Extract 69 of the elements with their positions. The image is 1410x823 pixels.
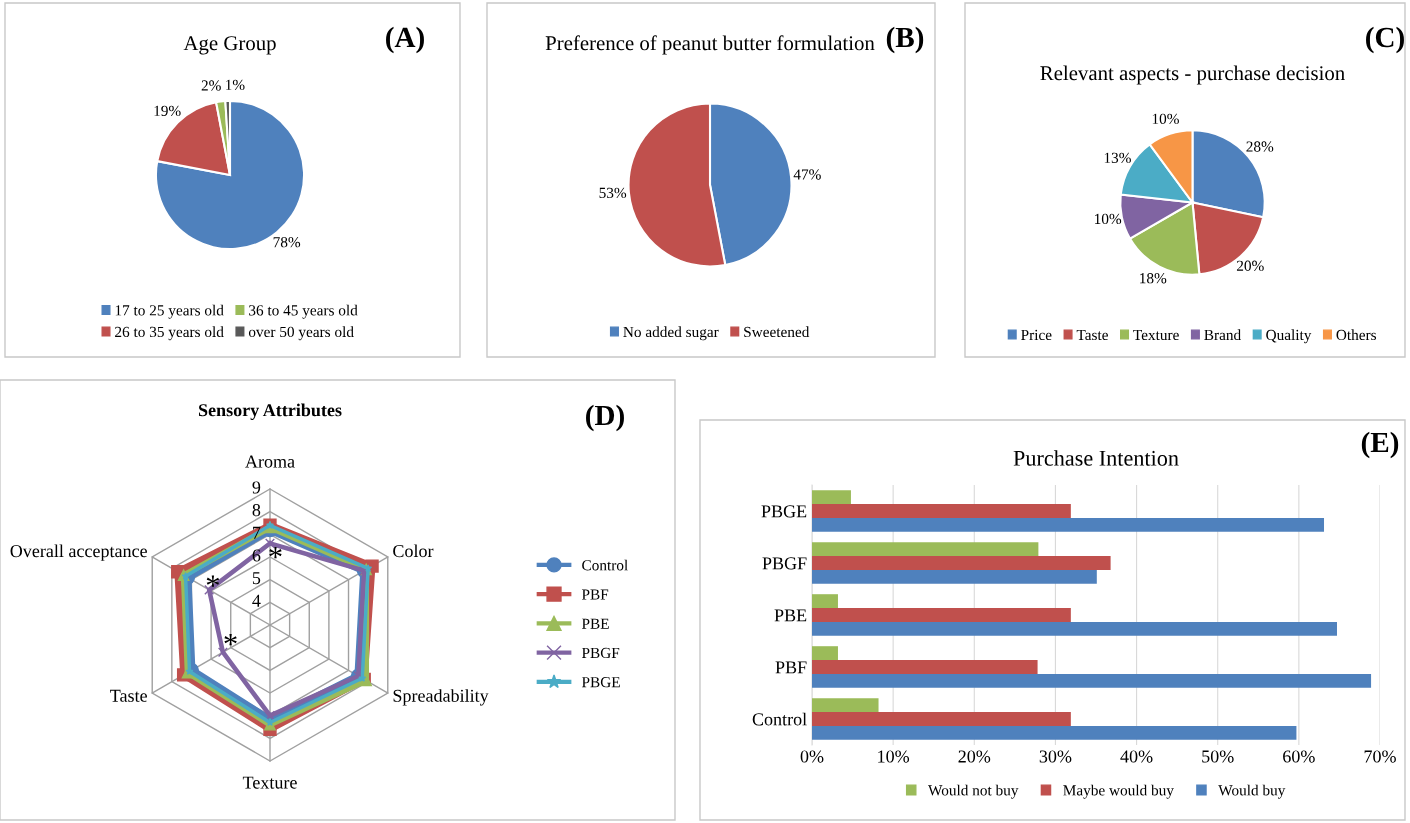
x-tick-label: 60%	[1283, 750, 1315, 763]
spoke-label: Taste	[110, 689, 147, 702]
spoke-label: Color	[393, 544, 434, 558]
data-label: 47%	[793, 169, 821, 180]
legend-label: Price	[1021, 329, 1052, 341]
legend-label: Quality	[1266, 329, 1312, 344]
text: (D)	[586, 404, 624, 432]
x-tick-label: 20%	[958, 750, 991, 763]
legend-label: Texture	[1133, 329, 1179, 341]
spoke-label: Overall acceptance	[10, 544, 147, 561]
data-label: 19%	[154, 105, 181, 117]
spoke-label: Texture	[242, 776, 297, 789]
y-tick-label: PBGE	[761, 505, 807, 518]
y-tick-label: 5	[252, 572, 261, 585]
y-tick-label: 8	[252, 504, 261, 517]
legend-label: over 50 years old	[248, 326, 354, 341]
legend-label: PBE	[581, 618, 609, 629]
text: *	[269, 547, 282, 559]
text: (B)	[886, 26, 924, 54]
text: (A)	[386, 26, 424, 54]
text: (C)	[1366, 26, 1404, 54]
legend-label: Control	[582, 559, 628, 571]
chart-title: Age Group	[183, 36, 276, 55]
y-tick-label: 7	[253, 526, 261, 539]
data-label: 78%	[273, 237, 301, 248]
legend-label: 36 to 45 years old	[249, 304, 358, 319]
y-tick-label: 4	[252, 594, 261, 607]
data-label: 18%	[1140, 273, 1167, 284]
data-label: 2%	[201, 80, 221, 91]
y-tick-label: PBGF	[762, 557, 807, 570]
legend-label: Others	[1336, 329, 1377, 341]
legend-label: 26 to 35 years old	[115, 326, 224, 341]
legend-label: Would not buy	[928, 784, 1019, 799]
data-label: 53%	[599, 187, 627, 199]
chart-title: Relevant aspects - purchase decision	[1040, 65, 1345, 85]
legend-label: Taste	[1076, 329, 1108, 341]
legend-label: PBGF	[581, 647, 620, 659]
x-tick-label: 30%	[1039, 750, 1072, 763]
data-label: 10%	[1095, 213, 1122, 225]
legend-label: 17 to 25 years old	[115, 304, 224, 319]
y-tick-label: PBF	[775, 661, 807, 674]
x-tick-label: 40%	[1120, 750, 1153, 763]
legend-label: Would buy	[1218, 784, 1286, 799]
chart-title: Preference of peanut butter formulation	[545, 35, 875, 55]
text: *	[206, 575, 220, 587]
data-label: 10%	[1152, 113, 1179, 125]
chart-title: Sensory Attributes	[198, 403, 342, 421]
y-tick-label: PBE	[774, 609, 807, 622]
text: *	[224, 634, 237, 646]
spoke-label: Aroma	[245, 455, 295, 468]
legend-label: PBF	[581, 589, 609, 600]
legend-label: Brand	[1204, 329, 1241, 341]
y-tick-label: Control	[752, 712, 807, 726]
data-label: 20%	[1236, 260, 1264, 271]
legend-label: Sweetened	[744, 326, 810, 338]
x-tick-label: 0%	[800, 750, 824, 763]
x-tick-label: 50%	[1202, 750, 1234, 763]
x-tick-label: 10%	[878, 750, 910, 763]
chart-title: Purchase Intention	[1013, 450, 1179, 466]
legend-label: Maybe would buy	[1063, 784, 1174, 799]
data-label: 1%	[226, 79, 245, 91]
data-label: 28%	[1246, 141, 1274, 152]
data-label: 13%	[1104, 152, 1131, 164]
text: (E)	[1361, 431, 1399, 459]
y-tick-label: 9	[252, 481, 261, 494]
legend-label: PBGE	[581, 677, 620, 688]
spoke-label: Spreadability	[393, 689, 489, 706]
x-tick-label: 70%	[1364, 750, 1396, 763]
legend-label: No added sugar	[623, 326, 719, 341]
